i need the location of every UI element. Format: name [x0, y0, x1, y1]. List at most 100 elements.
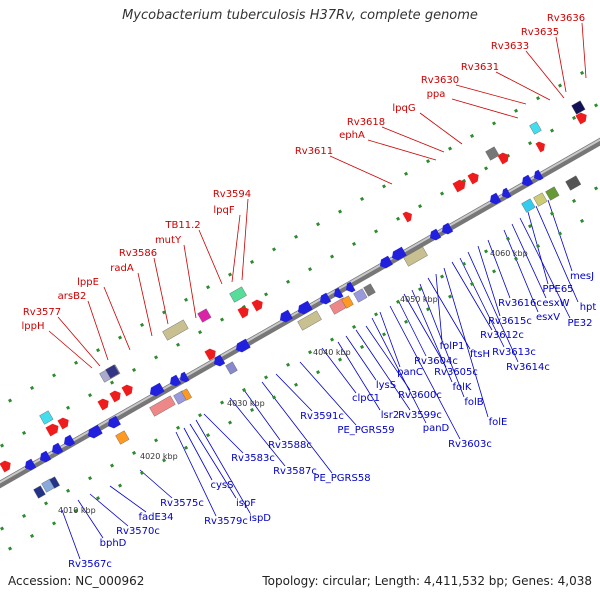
label-connector: [365, 325, 411, 391]
tick-dot: [264, 375, 269, 380]
tick-dot: [161, 310, 167, 315]
gene-label-rv3587c[interactable]: Rv3587c: [273, 466, 317, 477]
gene-label-rv3599c[interactable]: Rv3599c: [398, 410, 442, 421]
gene-label-rv3586[interactable]: Rv3586: [119, 248, 157, 259]
gene-label-rada[interactable]: radA: [110, 263, 134, 274]
gene-label-rv3635[interactable]: Rv3635: [521, 27, 559, 38]
gene-label-rv3603c[interactable]: Rv3603c: [448, 439, 492, 450]
gene-label-ispd[interactable]: ispD: [249, 513, 271, 524]
tick-dot: [22, 513, 27, 519]
gene-label-rv3594[interactable]: Rv3594: [213, 189, 251, 200]
genome-backbone: [0, 137, 600, 489]
tick-dot: [440, 191, 445, 196]
gene-label-lppe[interactable]: lppE: [77, 277, 99, 288]
label-connector: [109, 485, 147, 513]
gene-label-esxv[interactable]: esxV: [536, 312, 560, 323]
tick-dot: [228, 420, 233, 425]
gene-label-arsb2[interactable]: arsB2: [58, 291, 87, 302]
reverse-gene-arrow: [236, 338, 251, 353]
gene-label-pe-pgrs58[interactable]: PE_PGRS58: [313, 473, 370, 484]
gene-label-fole[interactable]: folE: [489, 417, 508, 428]
gene-label-rv3633[interactable]: Rv3633: [491, 41, 529, 52]
gene-label-lpph[interactable]: lppH: [22, 321, 45, 332]
tick-dot: [594, 103, 599, 108]
gene-label-cyss[interactable]: cysS: [211, 480, 234, 491]
kbp-tick-label: 4020 kbp: [140, 452, 178, 461]
gene-label-bphd[interactable]: bphD: [100, 538, 127, 549]
gene-label-ppa[interactable]: ppa: [427, 89, 446, 100]
tick-dot: [183, 445, 189, 450]
tick-dot: [337, 209, 343, 214]
label-connector: [511, 223, 547, 299]
gene-label-rv3605c[interactable]: Rv3605c: [434, 367, 478, 378]
tick-dot: [448, 146, 453, 151]
tick-dot: [109, 463, 115, 468]
gene-label-rv3583c[interactable]: Rv3583c: [231, 453, 275, 464]
tick-dot: [272, 395, 277, 400]
label-connector: [241, 198, 249, 281]
reverse-gene-arrow: [522, 174, 534, 187]
gene-label-rv3613c[interactable]: Rv3613c: [492, 347, 536, 358]
tick-dot: [74, 360, 79, 365]
tick-dot: [338, 357, 343, 362]
gene-label-lpqg[interactable]: lpqG: [392, 103, 415, 114]
tick-dot: [426, 159, 431, 164]
gene-label-rv3612c[interactable]: Rv3612c: [480, 330, 524, 341]
tick-dot: [286, 279, 291, 284]
tick-dot: [359, 344, 365, 350]
reverse-gene-arrow: [490, 192, 502, 205]
gene-label-rv3611[interactable]: Rv3611: [295, 146, 333, 157]
gene-label-folb[interactable]: folB: [464, 397, 483, 408]
gene-label-rv3575c[interactable]: Rv3575c: [160, 498, 204, 509]
gene-label-rv3614c[interactable]: Rv3614c: [506, 362, 550, 373]
gene-label-tb11-2[interactable]: TB11.2: [164, 220, 200, 231]
label-connector: [535, 205, 579, 303]
gene-label-ispf[interactable]: ispF: [236, 498, 256, 509]
gene-label-rv3631[interactable]: Rv3631: [461, 62, 499, 73]
gene-label-panc[interactable]: panC: [397, 367, 423, 378]
tick-dot: [21, 430, 27, 436]
reverse-gene-arrow: [214, 354, 226, 367]
gene-label-epha[interactable]: ephA: [339, 130, 365, 141]
gene-label-folk[interactable]: folK: [453, 382, 472, 393]
tick-dot: [572, 115, 577, 121]
gene-label-pe-pgrs59[interactable]: PE_PGRS59: [337, 425, 394, 436]
label-connector: [495, 71, 551, 101]
tick-dot: [425, 307, 431, 312]
gene-label-rv3636[interactable]: Rv3636: [547, 13, 585, 24]
gene-label-rv3577[interactable]: Rv3577: [23, 307, 61, 318]
gene-label-rv3618[interactable]: Rv3618: [347, 117, 385, 128]
tick-dot: [579, 218, 585, 224]
gene-label-clpc1[interactable]: clpC1: [352, 393, 380, 404]
forward-gene-arrow: [402, 211, 412, 223]
gene-label-rv3615c[interactable]: Rv3615c: [488, 316, 532, 327]
label-connector: [299, 361, 357, 426]
gene-label-rv3616c[interactable]: Rv3616c: [498, 298, 542, 309]
gene-label-pe32[interactable]: PE32: [567, 318, 592, 329]
gene-label-rv3588c[interactable]: Rv3588c: [268, 440, 312, 451]
gene-label-ppe65[interactable]: PPE65: [542, 284, 573, 295]
gene-label-rv3600c[interactable]: Rv3600c: [398, 390, 442, 401]
gene-label-folp1[interactable]: folP1: [440, 341, 465, 352]
gene-label-rv3567c[interactable]: Rv3567c: [68, 559, 112, 570]
gene-label-pand[interactable]: panD: [423, 423, 450, 434]
gene-label-esxw[interactable]: esxW: [542, 298, 569, 309]
gene-label-lsr2[interactable]: lsr2: [381, 410, 399, 421]
gene-label-rv3570c[interactable]: Rv3570c: [116, 526, 160, 537]
gene-label-rv3579c[interactable]: Rv3579c: [204, 516, 248, 527]
gene-label-muty[interactable]: mutY: [155, 235, 182, 246]
gene-label-mesj[interactable]: mesJ: [570, 271, 594, 282]
gene-feature-box: [39, 410, 54, 425]
gene-label-ftsh[interactable]: ftsH: [470, 349, 490, 360]
gene-label-rv3604c[interactable]: Rv3604c: [414, 356, 458, 367]
gene-label-fade34[interactable]: fadE34: [138, 512, 173, 523]
reverse-gene-arrow: [64, 434, 76, 447]
gene-label-hpt[interactable]: hpt: [580, 302, 597, 313]
label-connector: [203, 413, 244, 454]
gene-label-lyss[interactable]: lysS: [376, 380, 396, 391]
tick-dot: [95, 348, 101, 353]
gene-label-rv3630[interactable]: Rv3630: [421, 75, 459, 86]
gene-label-rv3591c[interactable]: Rv3591c: [300, 411, 344, 422]
gene-label-lpqf[interactable]: lpqF: [213, 205, 234, 216]
tick-dot: [448, 294, 453, 299]
